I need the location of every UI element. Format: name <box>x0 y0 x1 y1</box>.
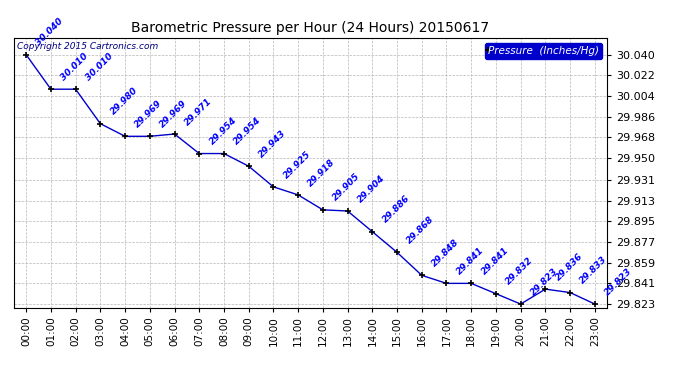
Pressure  (Inches/Hg) <box>467 281 475 286</box>
Pressure  (Inches/Hg) <box>541 287 549 291</box>
Text: 29.918: 29.918 <box>306 157 337 188</box>
Text: 29.905: 29.905 <box>331 172 362 203</box>
Text: 29.823: 29.823 <box>603 266 634 297</box>
Pressure  (Inches/Hg) <box>47 87 55 92</box>
Pressure  (Inches/Hg) <box>368 230 377 234</box>
Text: 29.980: 29.980 <box>108 86 139 117</box>
Pressure  (Inches/Hg) <box>22 53 30 57</box>
Text: 29.868: 29.868 <box>405 214 436 245</box>
Pressure  (Inches/Hg) <box>417 273 426 278</box>
Pressure  (Inches/Hg) <box>294 193 302 197</box>
Text: 29.943: 29.943 <box>257 128 288 159</box>
Pressure  (Inches/Hg) <box>344 209 352 213</box>
Pressure  (Inches/Hg) <box>96 122 104 126</box>
Text: 29.841: 29.841 <box>455 246 486 276</box>
Text: 29.904: 29.904 <box>356 173 387 204</box>
Text: 29.954: 29.954 <box>233 116 263 147</box>
Pressure  (Inches/Hg) <box>566 290 574 295</box>
Line: Pressure  (Inches/Hg): Pressure (Inches/Hg) <box>23 51 598 308</box>
Pressure  (Inches/Hg) <box>269 184 277 189</box>
Pressure  (Inches/Hg) <box>244 164 253 168</box>
Pressure  (Inches/Hg) <box>517 302 525 306</box>
Pressure  (Inches/Hg) <box>319 208 327 212</box>
Pressure  (Inches/Hg) <box>393 250 401 255</box>
Legend: Pressure  (Inches/Hg): Pressure (Inches/Hg) <box>485 43 602 59</box>
Text: 29.954: 29.954 <box>208 116 239 147</box>
Pressure  (Inches/Hg) <box>591 302 599 306</box>
Text: 29.833: 29.833 <box>578 255 609 286</box>
Pressure  (Inches/Hg) <box>220 151 228 156</box>
Text: 29.969: 29.969 <box>133 99 164 129</box>
Pressure  (Inches/Hg) <box>195 151 204 156</box>
Pressure  (Inches/Hg) <box>72 87 80 92</box>
Pressure  (Inches/Hg) <box>442 281 451 286</box>
Text: 29.925: 29.925 <box>282 149 313 180</box>
Text: Copyright 2015 Cartronics.com: Copyright 2015 Cartronics.com <box>17 42 158 51</box>
Text: 29.823: 29.823 <box>529 266 560 297</box>
Text: 29.841: 29.841 <box>480 246 511 276</box>
Pressure  (Inches/Hg) <box>170 132 179 136</box>
Text: 29.971: 29.971 <box>183 96 214 127</box>
Text: 29.886: 29.886 <box>381 194 411 225</box>
Pressure  (Inches/Hg) <box>121 134 129 138</box>
Text: 29.969: 29.969 <box>158 99 189 129</box>
Title: Barometric Pressure per Hour (24 Hours) 20150617: Barometric Pressure per Hour (24 Hours) … <box>131 21 490 35</box>
Text: 30.040: 30.040 <box>34 17 66 48</box>
Text: 30.010: 30.010 <box>84 51 115 82</box>
Text: 29.848: 29.848 <box>430 237 461 268</box>
Text: 29.832: 29.832 <box>504 256 535 287</box>
Pressure  (Inches/Hg) <box>146 134 154 138</box>
Text: 29.836: 29.836 <box>553 251 584 282</box>
Pressure  (Inches/Hg) <box>492 291 500 296</box>
Text: 30.010: 30.010 <box>59 51 90 82</box>
